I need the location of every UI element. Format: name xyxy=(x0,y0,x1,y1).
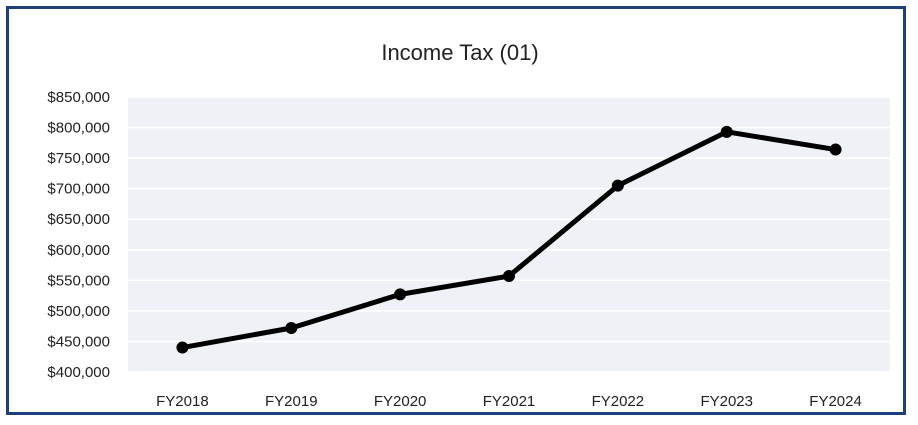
plot-area xyxy=(128,97,890,372)
y-tick-label: $700,000 xyxy=(47,181,110,198)
x-tick-label: FY2018 xyxy=(156,393,209,410)
y-tick-label: $600,000 xyxy=(47,242,110,259)
data-point xyxy=(285,322,298,334)
y-tick-label: $550,000 xyxy=(47,272,110,289)
y-tick-label: $750,000 xyxy=(47,150,110,167)
data-point xyxy=(503,270,515,283)
data-point xyxy=(394,288,407,301)
data-point xyxy=(829,143,842,156)
y-tick-label: $450,000 xyxy=(47,333,110,350)
y-tick-label: $400,000 xyxy=(47,364,110,381)
data-point xyxy=(720,125,733,138)
x-tick-label: FY2020 xyxy=(374,393,427,410)
x-tick-label: FY2019 xyxy=(265,393,318,410)
x-tick-label: FY2022 xyxy=(592,393,645,410)
y-tick-label: $650,000 xyxy=(47,211,110,228)
y-tick-label: $500,000 xyxy=(47,303,110,320)
x-tick-label: FY2021 xyxy=(483,393,536,410)
y-tick-label: $800,000 xyxy=(47,120,110,137)
x-tick-label: FY2024 xyxy=(809,393,862,410)
chart-title: Income Tax (01) xyxy=(381,40,538,65)
data-point xyxy=(611,179,624,192)
x-tick-label: FY2023 xyxy=(700,393,753,410)
data-point xyxy=(176,341,189,354)
y-tick-label: $850,000 xyxy=(47,89,110,106)
